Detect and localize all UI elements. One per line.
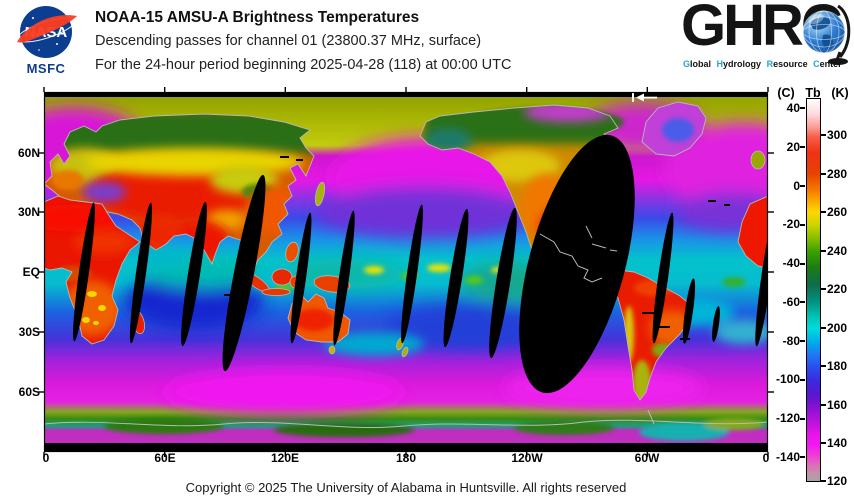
subtitle-channel: Descending passes for channel 01 (23800.… [95,33,482,49]
k-tick: 240 [827,244,848,258]
lat-label-60s: 60S [18,385,40,399]
c-tick: -20 [782,217,800,231]
k-tick: 180 [827,359,848,373]
page-title: NOAA-15 AMSU-A Brightness Temperatures [95,9,420,26]
ghrc-globe-icon [802,4,851,65]
ghrc-logo: GHRC [681,0,854,76]
c-tick: 0 [793,179,800,193]
msfc-label: MSFC [26,61,66,76]
c-tick: -40 [782,256,800,270]
k-tick: 200 [827,321,848,335]
lon-label-0w: 0 [762,451,770,465]
lon-label-60w: 60W [634,451,660,465]
k-tick: 140 [827,436,848,450]
copyright-text: Copyright © 2025 The University of Alaba… [185,480,627,495]
c-tick: -80 [782,334,800,348]
lon-label-120w: 120W [511,451,543,465]
lat-label-30s: 30S [18,325,40,339]
k-tick: 120 [827,474,848,488]
lat-label-60n: 60N [17,146,40,160]
c-tick: -100 [775,372,800,386]
colorbar-unit-kelvin: (K) [831,86,849,100]
lon-label-120e: 120E [270,451,300,465]
k-tick: 300 [827,128,848,142]
c-tick: -120 [775,411,800,425]
lon-label-0e: 0 [42,451,50,465]
c-tick: 20 [786,140,800,154]
c-tick: -60 [782,295,800,309]
c-tick: -140 [775,450,800,464]
colorbar-unit-tb: Tb [805,86,821,100]
subtitle-period: For the 24-hour period beginning 2025-04… [95,57,512,73]
map-canvas [38,87,774,457]
ghrc-tagline: Global Hydrology Resource Center [683,59,842,69]
c-tick: 40 [786,101,800,115]
colorbar [806,98,821,482]
k-tick: 260 [827,205,848,219]
colorbar-unit-celsius: (C) [777,86,795,100]
nasa-swoosh-icon [17,15,77,43]
lat-label-30n: 30N [17,205,40,219]
lon-label-60e: 60E [154,451,176,465]
axis-ticks [38,87,774,457]
lon-label-180: 180 [395,451,417,465]
k-tick: 280 [827,167,848,181]
nasa-logo: NASA [16,6,77,58]
k-tick: 160 [827,398,848,412]
brightness-temperature-map [38,87,774,457]
map-frame [43,91,769,453]
lat-label-eq: EQ [22,265,40,279]
pass-start-arrow-icon [632,93,657,102]
k-tick: 220 [827,282,848,296]
